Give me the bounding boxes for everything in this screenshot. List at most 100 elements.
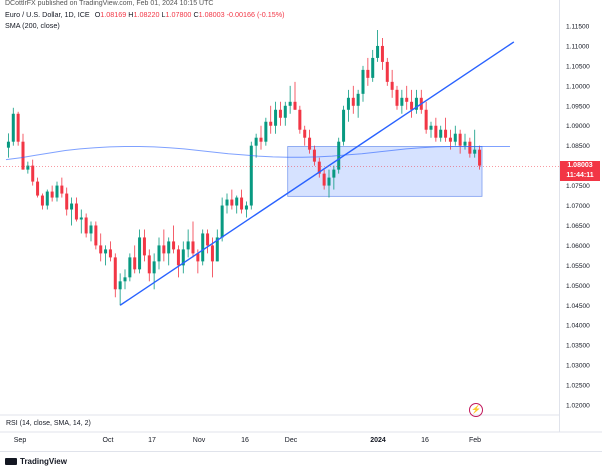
candle — [414, 89, 418, 114]
tradingview-logo[interactable]: TradingView — [5, 457, 67, 466]
candle — [254, 133, 258, 158]
candle-body — [376, 45, 380, 58]
candle-body — [240, 197, 244, 210]
alert-icon[interactable]: ⚡ — [469, 403, 483, 417]
candle — [390, 69, 394, 98]
candle-body — [468, 141, 472, 154]
candle-body — [478, 149, 482, 166]
candle-body — [65, 193, 69, 210]
candle-body — [244, 205, 248, 210]
candle — [84, 213, 88, 238]
ohlc-open: 1.08169 — [100, 10, 127, 19]
candle — [400, 89, 404, 114]
candle — [31, 159, 35, 186]
candle-body — [308, 137, 312, 150]
candle-body — [123, 277, 127, 282]
price-tick-label: 1.07500 — [566, 183, 590, 190]
candle-body — [356, 93, 360, 106]
candle-body — [206, 233, 210, 246]
price-tick-label: 1.09500 — [566, 103, 590, 110]
candle — [444, 117, 448, 142]
footer: TradingView — [0, 451, 602, 471]
candle-body — [172, 241, 176, 250]
candle — [463, 133, 467, 150]
range-box — [287, 146, 483, 197]
candle-body — [288, 101, 292, 106]
last-price-tag: 1.08003 — [560, 161, 600, 171]
candle — [162, 229, 166, 262]
candle-body — [26, 165, 30, 170]
candle — [434, 117, 438, 142]
symbol-legend[interactable]: Euro / U.S. Dollar, 1D, ICE O1.08169 H1.… — [5, 10, 285, 19]
ohlc-close-label: C — [193, 10, 199, 19]
rsi-legend[interactable]: RSI (14, close, SMA, 14, 2) — [6, 420, 91, 427]
ohlc-high: 1.08220 — [133, 10, 160, 19]
candle — [65, 187, 69, 216]
candle-body — [210, 245, 214, 262]
candle — [366, 57, 370, 86]
candle — [312, 145, 316, 166]
candle — [274, 101, 278, 134]
price-tick-label: 1.09000 — [566, 123, 590, 130]
candle — [410, 89, 414, 118]
candle-body — [327, 177, 331, 186]
candle — [225, 193, 229, 214]
candle — [303, 125, 307, 146]
candle-body — [167, 241, 171, 254]
trendline — [119, 41, 515, 306]
candle-body — [138, 237, 142, 270]
candle — [147, 249, 151, 282]
candle-body — [405, 97, 409, 102]
sma-legend[interactable]: SMA (200, close) — [5, 21, 60, 30]
publisher-line: DCottlrFX published on TradingView.com, … — [5, 0, 214, 7]
candle-body — [186, 241, 190, 250]
price-axis: 1.11500 1.11000 1.10500 1.10000 1.09500 1.090… — [566, 24, 590, 410]
price-tick-label: 1.02500 — [566, 383, 590, 390]
candle — [157, 237, 161, 270]
candle-body — [429, 125, 433, 130]
candle-body — [16, 113, 20, 142]
candle — [458, 129, 462, 154]
candle — [104, 245, 108, 266]
candle-body — [390, 81, 394, 90]
candle-body — [128, 257, 132, 278]
candle-body — [424, 109, 428, 130]
candle-body — [220, 205, 224, 238]
time-tick-label: Oct — [103, 437, 114, 444]
candle — [424, 101, 428, 134]
candle-body — [298, 109, 302, 130]
candle-body — [473, 149, 477, 154]
candle-body — [366, 69, 370, 78]
time-tick-label: Nov — [193, 437, 206, 444]
candle — [346, 89, 350, 122]
time-tick-label: Feb — [469, 437, 481, 444]
candle-body — [254, 137, 258, 146]
price-tick-label: 1.04000 — [566, 323, 590, 330]
candle-body — [45, 191, 49, 206]
candle — [468, 137, 472, 158]
sma-label[interactable]: SMA (200, close) — [5, 21, 60, 30]
candle-body — [11, 113, 15, 142]
candle — [453, 125, 457, 146]
price-tick-label: 1.03000 — [566, 363, 590, 370]
candle — [60, 177, 64, 198]
candle-body — [152, 261, 156, 274]
candle — [429, 121, 433, 138]
candle — [45, 189, 49, 210]
candle — [36, 177, 40, 198]
candle-body — [385, 61, 389, 82]
time-tick-label: Dec — [285, 437, 298, 444]
range-box-layer — [287, 146, 483, 197]
ohlc-close: 1.08003 — [198, 10, 225, 19]
sma-line — [5, 146, 510, 161]
symbol-name[interactable]: Euro / U.S. Dollar, 1D, ICE — [5, 10, 90, 19]
candle — [308, 129, 312, 154]
candle — [176, 245, 180, 278]
candle-body — [181, 249, 185, 266]
price-tick-label: 1.10500 — [566, 63, 590, 70]
candle-body — [196, 253, 200, 262]
candle — [26, 161, 30, 174]
candle-body — [60, 185, 64, 194]
candle — [332, 165, 336, 190]
